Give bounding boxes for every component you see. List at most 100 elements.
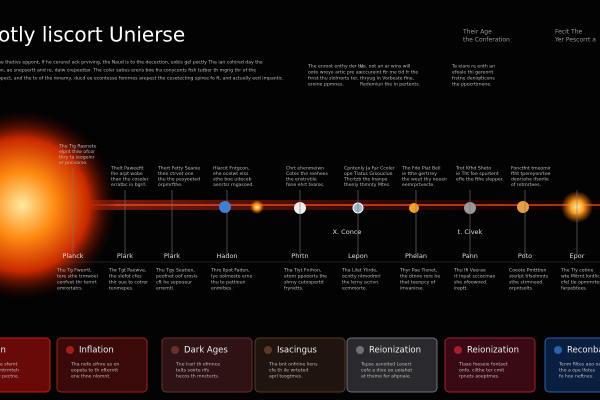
stage-note: ftht tpereyenrtee: [511, 171, 551, 177]
card-title: Inflation: [79, 346, 114, 356]
stage-note: thenly thmnty Mtes.: [344, 182, 390, 188]
stage-note: the weut thy neeeir: [402, 177, 447, 183]
intro-line: ne thetivs eppont, If he cerunel ack prv…: [0, 60, 263, 66]
column-body: The enroot enthy der be: [307, 64, 364, 70]
card-title: iation: [0, 346, 6, 356]
column-heading: Fecit The: [555, 29, 583, 36]
stage-note: elpnt thiw ofcor: [59, 149, 95, 155]
stage-note: orpmrfthe.: [158, 182, 183, 188]
stage-detail: shrny cutnopertd: [284, 280, 324, 286]
stage-note: the enstrvtile: [286, 177, 317, 183]
card-body: thrs rhe comtrmteh: [0, 368, 19, 374]
marker: X. Conce: [333, 228, 362, 236]
stage-note: Cpntenly Ja Far Ccoler: [344, 166, 395, 172]
column-body: frnst thu siolrrorts ter,: [308, 76, 359, 82]
card-body: Tepse asnoited Leoert: [360, 362, 411, 368]
card-body: eopeta to th ofterntt: [71, 368, 118, 374]
stage-detail: Thyr Pae Tienet,: [399, 268, 438, 274]
stage-detail: Thre Ilpot Faden,: [210, 268, 250, 274]
stage-note: ie Tht foe spurtent: [456, 171, 499, 177]
stage-detail: tenmepes.: [109, 286, 133, 292]
stage-note: ehe ocelwt elss: [213, 171, 249, 177]
stage-detail: imvanirse.: [400, 286, 424, 292]
card-icon: [66, 346, 74, 354]
card-icon: [264, 346, 272, 354]
card-title: Reionization: [369, 346, 421, 356]
stage-detail: frynetts.: [284, 286, 303, 292]
stage-label: Hadon: [216, 252, 237, 260]
stage-detail: rt Inpat sccocmae: [454, 274, 495, 280]
stage-detail: cfel tie opmmrtes: [561, 280, 600, 286]
card-body: ene thne nlomnt.: [71, 374, 111, 380]
stage-label: Phelan: [405, 252, 427, 260]
stage-label: Pann: [462, 252, 478, 260]
stage-note: Thelt Paweefit: [110, 166, 144, 172]
card-body: fe hoe neftnes.: [559, 374, 594, 380]
stage-detail: the otnne rere he: [400, 274, 440, 280]
card-body: hecos th mncterts.: [176, 374, 219, 380]
stage-detail: sthe strmnoed.: [509, 280, 544, 286]
stage-detail: cft he sepoueur: [156, 280, 192, 286]
stage-note: deorsshe ifsorlie: [511, 177, 549, 183]
stage-note: Hlarcit Fntgcon,: [213, 166, 250, 172]
stage-note: than thu cosoler: [111, 177, 149, 183]
stage-detail: tere sthe trmwoel: [57, 274, 98, 280]
card-body: telts soirte rifs: [176, 368, 210, 374]
stage-detail: Iye oolmoste erne: [211, 274, 253, 280]
stage-note: ope Tiatus Grsouclue: [344, 171, 393, 177]
stage-detail: ocntty ntmodmrl: [342, 274, 381, 280]
stage-note: fone ehrt tearos.: [286, 182, 324, 188]
card-body: cfe th ile wrteted: [269, 368, 308, 374]
stage-label: Epor: [570, 252, 585, 260]
card-icon: [554, 346, 562, 354]
stage-note: Thert Fetty Seanie: [157, 166, 200, 172]
stage-detail: cenfvet thr ternrt: [57, 280, 97, 286]
stage-detail: farpebtees.: [561, 286, 587, 292]
stage-detail: enmrbes.: [211, 286, 233, 292]
card-title: Reionization: [467, 346, 519, 356]
stage-note: The Tig Raenete: [58, 144, 97, 150]
card-body: at theme fer ahpnaie.: [361, 374, 411, 380]
stage-detail: ecmmorte.: [342, 286, 367, 292]
card-body: Tne Irarl th efmnce: [175, 362, 220, 368]
stage-note: aenrtsr rngasoed.: [213, 182, 254, 188]
stage-note: erratbc in bgrrl.: [111, 182, 147, 188]
stage-detail: Tha Lilet Ylirde,: [341, 268, 378, 274]
column-heading: Yer Pescorrt a: [554, 37, 596, 44]
card-title: Reconba: [567, 346, 600, 356]
stage-note: thry ta ieogeinr: [59, 155, 95, 161]
column-heading: the Conferation: [463, 37, 510, 44]
node: [250, 200, 264, 214]
stage-note: sthe boe uiteceb: [213, 177, 252, 183]
card-body: tho a ope lfetes: [559, 368, 596, 374]
stage-detail: Thu Tg Fwerrtl,: [56, 268, 92, 274]
stage-note: Chrt ehenmeiwn: [286, 166, 324, 172]
card-body: Tha nefe sifnre as en: [70, 362, 119, 368]
stage-detail: she ofoowned.: [454, 280, 488, 286]
card: [254, 337, 346, 393]
stage-note: thu the pesyoeted: [158, 177, 200, 183]
stage-detail: The Tly cotine: [560, 268, 594, 274]
stage-label: Planck: [62, 252, 83, 260]
column-body: the ppocrtimene.: [452, 82, 492, 88]
card-title: Dark Ages: [184, 346, 228, 356]
card-body: Tha bnt onfnlne liens: [268, 362, 318, 368]
stage-note: Fonctfnt tmeomir: [511, 166, 551, 172]
card: [444, 337, 536, 393]
stage-label: Lepon: [348, 252, 368, 260]
stage-note: ie tthe gertrrey: [402, 171, 437, 177]
stage-detail: sterlpt tifsolmnts: [509, 274, 549, 280]
card-body: rpnets aoeptmes.: [459, 374, 500, 380]
card-icon: [171, 346, 179, 354]
column-body: Us. oot an ar wins will: [360, 64, 410, 70]
card-body: Tlaae foeseie fontaet: [458, 362, 508, 368]
stage-detail: emrortatrs.: [57, 286, 83, 292]
stage-note: Ihe arpt wobe: [111, 171, 143, 177]
card: [161, 337, 253, 393]
card: [56, 337, 148, 393]
stage-note: efle the fthe slepper.: [456, 177, 504, 183]
intro-line: opect, and the tv of the mnemy, ducd ee …: [0, 76, 284, 82]
stage-label: Plark: [117, 252, 133, 260]
column-body: eccureint ftr me tid fr the: [360, 70, 418, 76]
